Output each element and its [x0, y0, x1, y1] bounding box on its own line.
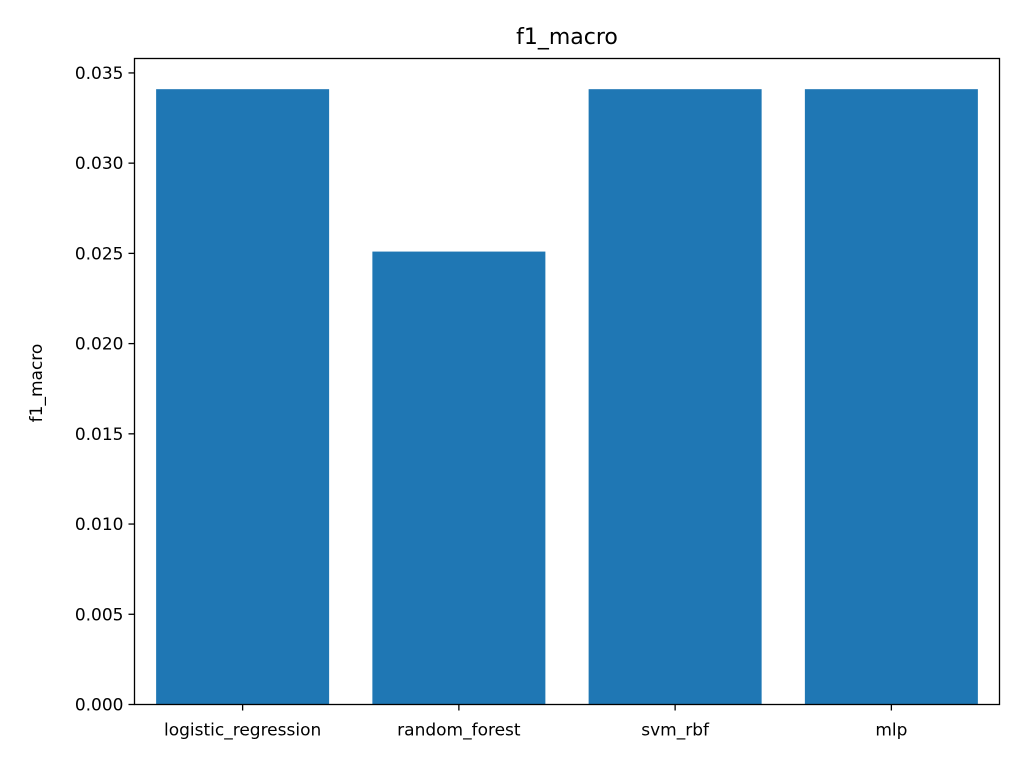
- y-tick-label: 0.030: [75, 154, 124, 174]
- x-tick-label: random_forest: [397, 721, 521, 741]
- plot-frame: [133, 57, 1001, 706]
- y-tick-label: 0.010: [75, 515, 124, 535]
- x-tick-label: svm_rbf: [641, 721, 710, 741]
- bar-logistic_regression: [156, 89, 330, 705]
- x-tick-label: mlp: [875, 721, 907, 741]
- bars-layer: [156, 89, 978, 705]
- bar-random_forest: [372, 251, 546, 705]
- y-tick-label: 0.015: [75, 425, 124, 445]
- y-tick-label: 0.020: [75, 335, 124, 355]
- bar-svm_rbf: [588, 89, 762, 705]
- chart-title: f1_macro: [516, 25, 618, 50]
- x-axis: logistic_regression random_forest svm_rbf m…: [164, 704, 907, 741]
- y-tick-label: 0.000: [75, 696, 124, 716]
- y-axis: 0.000 0.005 0.010 0.015 0.020 0.025 0.030 0.035: [75, 64, 135, 716]
- x-tick-label: logistic_regression: [164, 721, 321, 741]
- y-tick-label: 0.035: [75, 64, 124, 84]
- y-axis-label: f1_macro: [27, 344, 47, 423]
- bar-mlp: [804, 89, 978, 705]
- y-tick-label: 0.025: [75, 244, 124, 264]
- y-tick-label: 0.005: [75, 605, 124, 625]
